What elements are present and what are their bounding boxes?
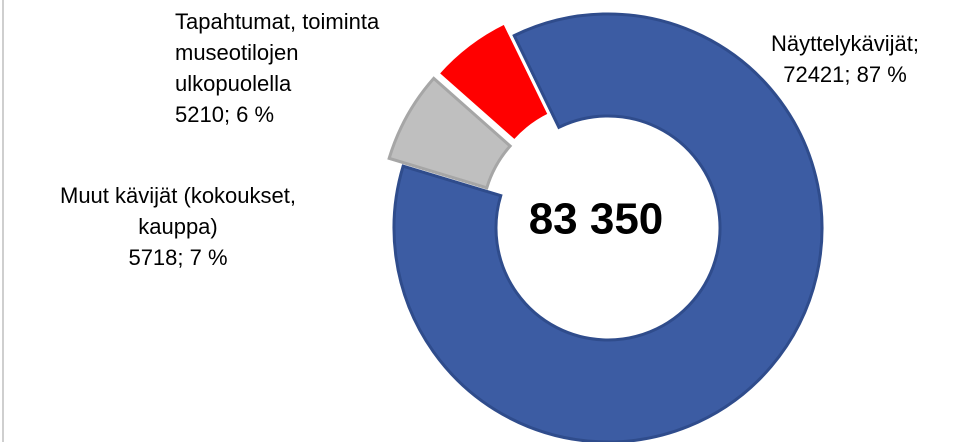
donut-slice	[392, 12, 824, 442]
slice-value: 72421; 87 %	[783, 62, 907, 87]
slice-label: Tapahtumat, toiminta museotilojen ulkopu…	[175, 6, 390, 130]
center-label: 83 350	[529, 195, 664, 244]
slice-name: Näyttelykävijät;	[771, 31, 919, 56]
slice-label: Näyttelykävijät; 72421; 87 %	[700, 28, 979, 90]
donut-slice	[387, 76, 513, 190]
donut-slice	[435, 20, 552, 144]
slice-value: 5210; 6 %	[175, 102, 275, 127]
slice-value: 5718; 7 %	[128, 245, 228, 270]
slice-label: Muut kävijät (kokoukset, kauppa) 5718; 7…	[18, 180, 338, 273]
slice-name: Tapahtumat, toiminta museotilojen ulkopu…	[175, 9, 380, 96]
slice-name: Muut kävijät (kokoukset, kauppa)	[60, 183, 296, 239]
